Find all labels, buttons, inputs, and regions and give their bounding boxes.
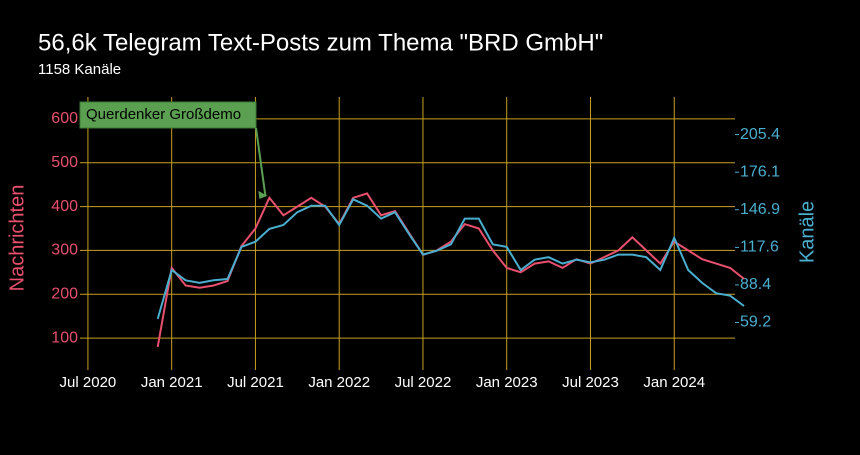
- chart-subtitle: 1158 Kanäle: [38, 61, 121, 78]
- x-tick-label: Jul 2023: [562, 374, 619, 391]
- x-tick-label: Jul 2021: [227, 374, 284, 391]
- y2-tick-label: 205.4: [740, 126, 780, 143]
- line-series: [156, 192, 745, 348]
- annotation-text: Querdenker Großdemo: [86, 106, 241, 123]
- x-tick-label: Jul 2020: [60, 374, 117, 391]
- annotation-arrowhead: [258, 190, 268, 199]
- x-tick-label: Jan 2024: [643, 374, 705, 391]
- y-tick-label: 600: [51, 110, 78, 127]
- x-tick-label: Jan 2022: [308, 374, 370, 391]
- y2-axis-label: Kanäle: [796, 201, 818, 263]
- chart-title: 56,6k Telegram Text-Posts zum Thema "BRD…: [38, 29, 603, 56]
- y-tick-label: 200: [51, 285, 78, 302]
- x-tick-label: Jul 2022: [395, 374, 452, 391]
- y2-tick-label: 88.4: [740, 276, 771, 293]
- y-tick-label: 300: [51, 242, 78, 259]
- annotation-arrow: [255, 127, 267, 196]
- y-tick-label: 500: [51, 154, 78, 171]
- y2-tick-label: 59.2: [740, 314, 771, 331]
- y2-tick-label: 146.9: [740, 201, 780, 218]
- y-axis-label: Nachrichten: [6, 185, 28, 292]
- x-tick-label: Jan 2021: [141, 374, 203, 391]
- y-tick-label: 100: [51, 329, 78, 346]
- y-tick-label: 400: [51, 198, 78, 215]
- annotation-box: [79, 101, 257, 129]
- y2-tick-label: 176.1: [740, 163, 780, 180]
- y2-tick-label: 117.6: [740, 239, 779, 256]
- line-series: [156, 198, 745, 320]
- x-tick-label: Jan 2023: [476, 374, 538, 391]
